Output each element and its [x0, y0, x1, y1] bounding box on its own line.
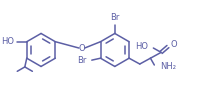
- Text: O: O: [78, 44, 85, 52]
- Text: Br: Br: [110, 13, 119, 22]
- Text: HO: HO: [135, 42, 148, 51]
- Text: O: O: [170, 40, 177, 49]
- Text: NH₂: NH₂: [159, 62, 175, 71]
- Text: HO: HO: [1, 37, 14, 46]
- Text: Br: Br: [77, 56, 87, 65]
